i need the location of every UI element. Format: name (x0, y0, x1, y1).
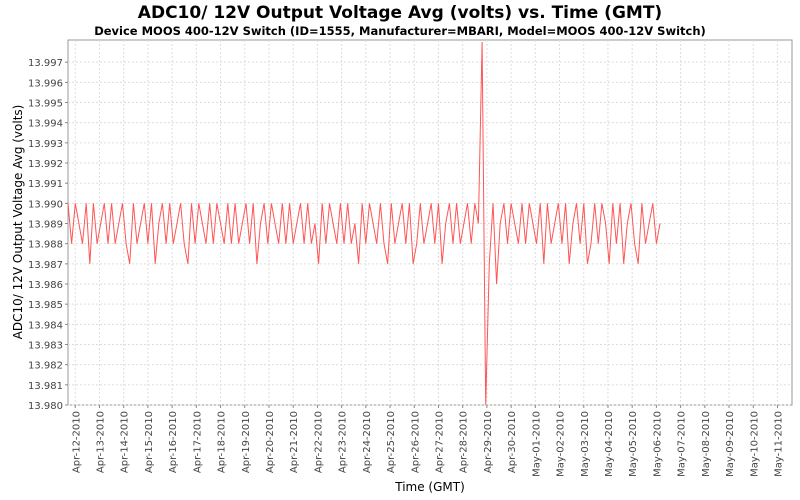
x-tick-label: Apr-12-2010 (71, 411, 82, 473)
y-tick-label: 13.982 (28, 361, 63, 372)
y-tick-label: 13.990 (28, 199, 63, 210)
x-tick-label: Apr-27-2010 (434, 411, 445, 473)
x-tick-label: Apr-23-2010 (338, 411, 349, 473)
x-tick-label: May-10-2010 (749, 411, 760, 477)
x-tick-label: May-11-2010 (773, 411, 784, 477)
x-tick-label: Apr-18-2010 (217, 411, 228, 473)
x-tick-label: May-03-2010 (580, 411, 591, 477)
y-tick-label: 13.989 (28, 220, 63, 231)
x-tick-label: Apr-17-2010 (192, 411, 203, 473)
plot-area (67, 39, 793, 406)
x-tick-label: Apr-30-2010 (507, 411, 518, 473)
x-tick-label: May-09-2010 (725, 411, 736, 477)
x-tick-label: May-07-2010 (677, 411, 688, 477)
y-tick-label: 13.992 (28, 159, 63, 170)
x-tick-label: Apr-16-2010 (168, 411, 179, 473)
x-axis: Apr-12-2010 Apr-13-2010 Apr-14-2010 Apr-15-… (71, 405, 784, 477)
y-tick-label: 13.984 (28, 320, 63, 331)
x-tick-label: Apr-13-2010 (95, 411, 106, 473)
x-tick-label: Apr-22-2010 (313, 411, 324, 473)
y-tick-label: 13.991 (28, 179, 63, 190)
y-tick-label: 13.993 (28, 139, 63, 150)
x-tick-label: Apr-29-2010 (483, 411, 494, 473)
chart-title: ADC10/ 12V Output Voltage Avg (volts) vs… (138, 3, 662, 23)
x-tick-label: May-02-2010 (556, 411, 567, 477)
x-tick-label: Apr-26-2010 (410, 411, 421, 473)
x-axis-label: Time (GMT) (394, 480, 465, 494)
y-tick-label: 13.980 (28, 401, 63, 412)
chart-subtitle: Device MOOS 400-12V Switch (ID=1555, Man… (94, 24, 706, 38)
y-tick-label: 13.988 (28, 240, 63, 251)
grid-lines (68, 40, 792, 406)
y-tick-label: 13.994 (28, 119, 63, 130)
x-tick-label: Apr-19-2010 (241, 411, 252, 473)
y-tick-label: 13.985 (28, 300, 63, 311)
y-axis: 13.980 13.981 13.982 13.983 13.984 13.985 13.9… (28, 58, 68, 412)
y-tick-label: 13.986 (28, 280, 63, 291)
x-tick-label: Apr-14-2010 (120, 411, 131, 473)
x-tick-label: Apr-15-2010 (144, 411, 155, 473)
y-tick-label: 13.987 (28, 260, 63, 271)
x-tick-label: Apr-20-2010 (265, 411, 276, 473)
x-tick-label: May-01-2010 (531, 411, 542, 477)
x-tick-label: Apr-24-2010 (362, 411, 373, 473)
x-tick-label: May-04-2010 (604, 411, 615, 477)
y-axis-label: ADC10/ 12V Output Voltage Avg (volts) (11, 105, 25, 340)
x-tick-label: May-05-2010 (628, 411, 639, 477)
y-tick-label: 13.996 (28, 78, 63, 89)
series-line (67, 41, 661, 406)
x-tick-label: Apr-21-2010 (289, 411, 300, 473)
x-tick-label: Apr-25-2010 (386, 411, 397, 473)
y-tick-label: 13.997 (28, 58, 63, 69)
x-tick-label: May-08-2010 (701, 411, 712, 477)
y-tick-label: 13.981 (28, 381, 63, 392)
x-tick-label: May-06-2010 (652, 411, 663, 477)
y-tick-label: 13.983 (28, 341, 63, 352)
y-tick-label: 13.995 (28, 99, 63, 110)
x-tick-label: Apr-28-2010 (459, 411, 470, 473)
